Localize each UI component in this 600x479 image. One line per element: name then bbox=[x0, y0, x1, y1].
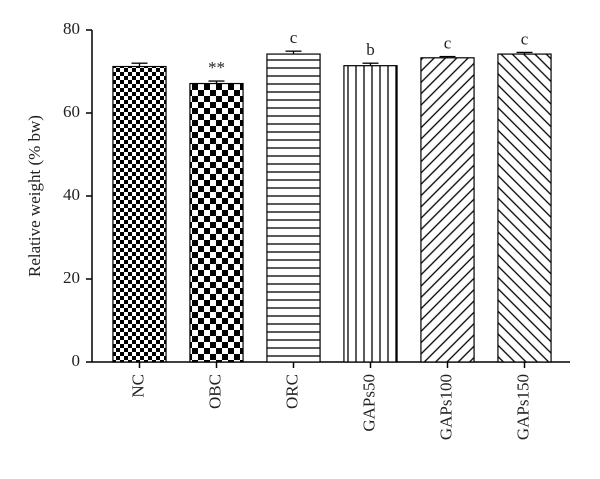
x-tick-label: GAPs150 bbox=[513, 374, 532, 440]
bar bbox=[112, 65, 167, 363]
annotation: c bbox=[521, 29, 529, 48]
x-tick-label: GAPs100 bbox=[436, 374, 455, 440]
annotation: ** bbox=[208, 58, 225, 77]
x-tick-label: OBC bbox=[205, 374, 224, 409]
annotation: b bbox=[366, 40, 375, 59]
annotation: c bbox=[444, 33, 452, 52]
y-tick-label: 0 bbox=[72, 351, 81, 370]
bar bbox=[343, 65, 398, 363]
bar bbox=[189, 82, 244, 363]
y-tick-label: 20 bbox=[63, 268, 80, 287]
x-tick-label: ORC bbox=[282, 374, 301, 409]
x-tick-label: GAPs50 bbox=[359, 374, 378, 432]
annotation: c bbox=[290, 28, 298, 47]
bar bbox=[497, 53, 552, 363]
bar bbox=[420, 57, 475, 363]
x-tick-label: NC bbox=[128, 374, 147, 398]
y-tick-label: 40 bbox=[63, 185, 80, 204]
bar bbox=[266, 53, 321, 363]
y-tick-label: 60 bbox=[63, 102, 80, 121]
y-tick-label: 80 bbox=[63, 19, 80, 38]
y-axis-label: Relative weight (% bw) bbox=[25, 115, 44, 277]
